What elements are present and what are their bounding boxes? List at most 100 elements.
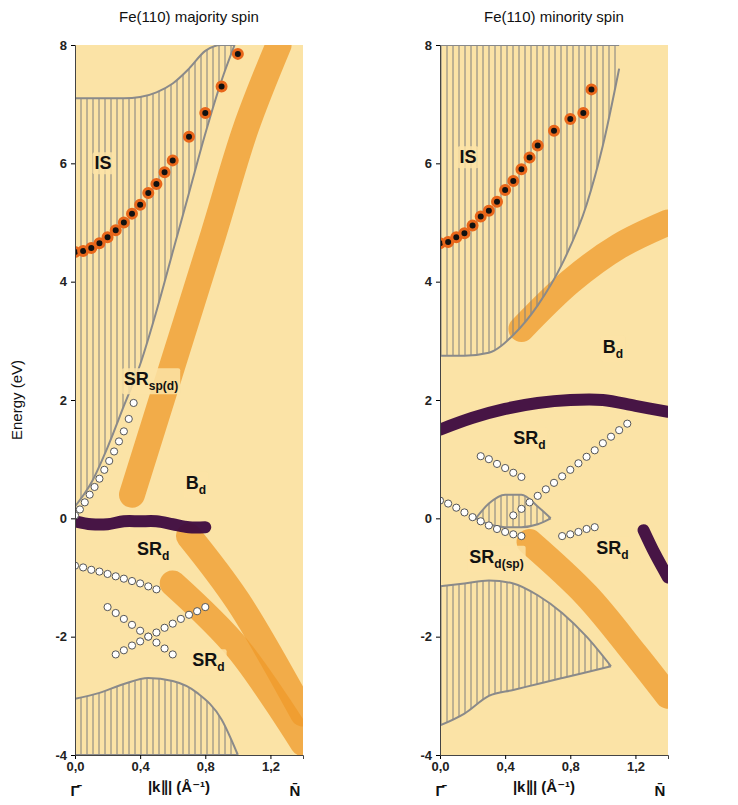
image-state-point bbox=[160, 168, 169, 177]
surface-state-point bbox=[125, 415, 132, 422]
image-state-point bbox=[144, 188, 153, 197]
surface-state-point bbox=[559, 532, 566, 539]
y-tick-mark bbox=[71, 400, 75, 401]
surface-state-point bbox=[550, 479, 557, 486]
x-tick-label: 0,4 bbox=[132, 759, 151, 774]
label-subscript: sp(d) bbox=[149, 379, 178, 393]
surface-state-point bbox=[485, 522, 492, 529]
image-state-point bbox=[509, 177, 518, 186]
x-tick: 0,0 bbox=[66, 755, 84, 774]
y-tick-label: 8 bbox=[60, 38, 67, 53]
state-label: IS bbox=[460, 147, 477, 167]
image-state-point bbox=[128, 209, 137, 218]
surface-state-point bbox=[96, 475, 103, 482]
annotation: Bd bbox=[184, 472, 208, 498]
x-tick: 0,8 bbox=[562, 755, 580, 774]
label-subscript: d bbox=[199, 483, 206, 497]
label-main: SR bbox=[124, 369, 149, 389]
surface-state-point bbox=[169, 651, 176, 658]
x-axis: 0,00,40,81,2 bbox=[431, 755, 668, 774]
surface-state-point bbox=[477, 518, 484, 525]
surface-state-point bbox=[112, 609, 119, 616]
image-state-point bbox=[468, 221, 477, 230]
bulk-band bbox=[440, 399, 668, 429]
surface-state-point bbox=[583, 525, 590, 532]
label-subscript: d bbox=[162, 549, 169, 563]
surface-state-point bbox=[145, 633, 152, 640]
y-tick-label: 0 bbox=[425, 511, 432, 526]
annotation: SRsp(d) bbox=[122, 368, 180, 394]
image-state-point bbox=[217, 82, 226, 91]
x-tick: 0,8 bbox=[197, 755, 215, 774]
y-tick: -2 bbox=[420, 629, 440, 644]
y-tick: 6 bbox=[60, 156, 75, 171]
y-tick-mark bbox=[71, 163, 75, 164]
image-state-point bbox=[168, 156, 177, 165]
x-end-label: N̄ bbox=[655, 782, 666, 799]
state-label: Bd bbox=[603, 337, 623, 361]
x-axis: 0,00,40,81,2 bbox=[66, 755, 303, 774]
label-subscript: d bbox=[538, 438, 545, 452]
image-state-point bbox=[233, 49, 242, 58]
label-patch bbox=[190, 649, 226, 675]
surface-state-point bbox=[91, 483, 98, 490]
surface-state-point bbox=[112, 573, 119, 580]
x-tick-label: 0,8 bbox=[197, 759, 215, 774]
surface-state-point bbox=[607, 433, 614, 440]
x-tick: 0,4 bbox=[132, 755, 151, 774]
surface-state-point bbox=[128, 642, 135, 649]
surface-state-point bbox=[130, 399, 137, 406]
plot-background bbox=[440, 45, 668, 755]
x-axis-title: |k∥| (Å⁻¹) bbox=[148, 778, 210, 796]
surface-state-point bbox=[161, 645, 168, 652]
projected-bulk-region bbox=[440, 580, 611, 725]
y-axis-line bbox=[436, 46, 441, 756]
y-tick: 6 bbox=[425, 156, 440, 171]
label-subscript: d bbox=[616, 347, 623, 361]
annotation: IS bbox=[458, 146, 479, 168]
surface-state-point bbox=[518, 532, 525, 539]
image-state-point bbox=[152, 180, 161, 189]
surface-state-point bbox=[120, 647, 127, 654]
marks bbox=[75, 45, 303, 755]
surface-state-point bbox=[115, 438, 122, 445]
state-label: SRd bbox=[192, 650, 224, 674]
y-tick: -4 bbox=[420, 748, 440, 763]
surface-state-point bbox=[493, 525, 500, 532]
annotation: SRd(sp) bbox=[467, 546, 525, 572]
surface-state-point bbox=[86, 491, 93, 498]
y-tick: 8 bbox=[425, 38, 440, 53]
surface-state-point bbox=[599, 440, 606, 447]
surface-state-point bbox=[542, 486, 549, 493]
image-state-point bbox=[566, 114, 575, 123]
surface-state-point bbox=[185, 611, 192, 618]
x-tick: 1,2 bbox=[627, 755, 645, 774]
surface-state-point bbox=[145, 633, 152, 640]
x-tick-label: 1,2 bbox=[627, 759, 645, 774]
region-edge bbox=[75, 754, 238, 755]
x-tick-label: 0,0 bbox=[431, 759, 449, 774]
label-main: SR bbox=[137, 539, 162, 559]
surface-state-point bbox=[616, 427, 623, 434]
x-end-label: Γ̄ bbox=[70, 782, 82, 799]
surface-state-point bbox=[112, 651, 119, 658]
surface-state-point bbox=[575, 528, 582, 535]
plot-background bbox=[75, 45, 303, 755]
surface-state-point bbox=[106, 457, 113, 464]
surface-state-point bbox=[469, 514, 476, 521]
surface-state-point bbox=[153, 586, 160, 593]
y-tick-label: -4 bbox=[55, 748, 67, 763]
surface-state-point bbox=[153, 629, 160, 636]
surface-state-point bbox=[177, 615, 184, 622]
image-state-point bbox=[501, 185, 510, 194]
annotation: IS bbox=[93, 152, 114, 174]
x-end-label: N̄ bbox=[290, 782, 301, 799]
y-tick-label: 6 bbox=[425, 156, 432, 171]
surface-state-point bbox=[153, 639, 160, 646]
y-tick: 0 bbox=[425, 511, 440, 526]
surface-state-point bbox=[453, 504, 460, 511]
label-main: IS bbox=[95, 153, 112, 173]
label-patch bbox=[467, 546, 525, 572]
image-state-point bbox=[136, 200, 145, 209]
annotation: SRd bbox=[511, 427, 547, 453]
